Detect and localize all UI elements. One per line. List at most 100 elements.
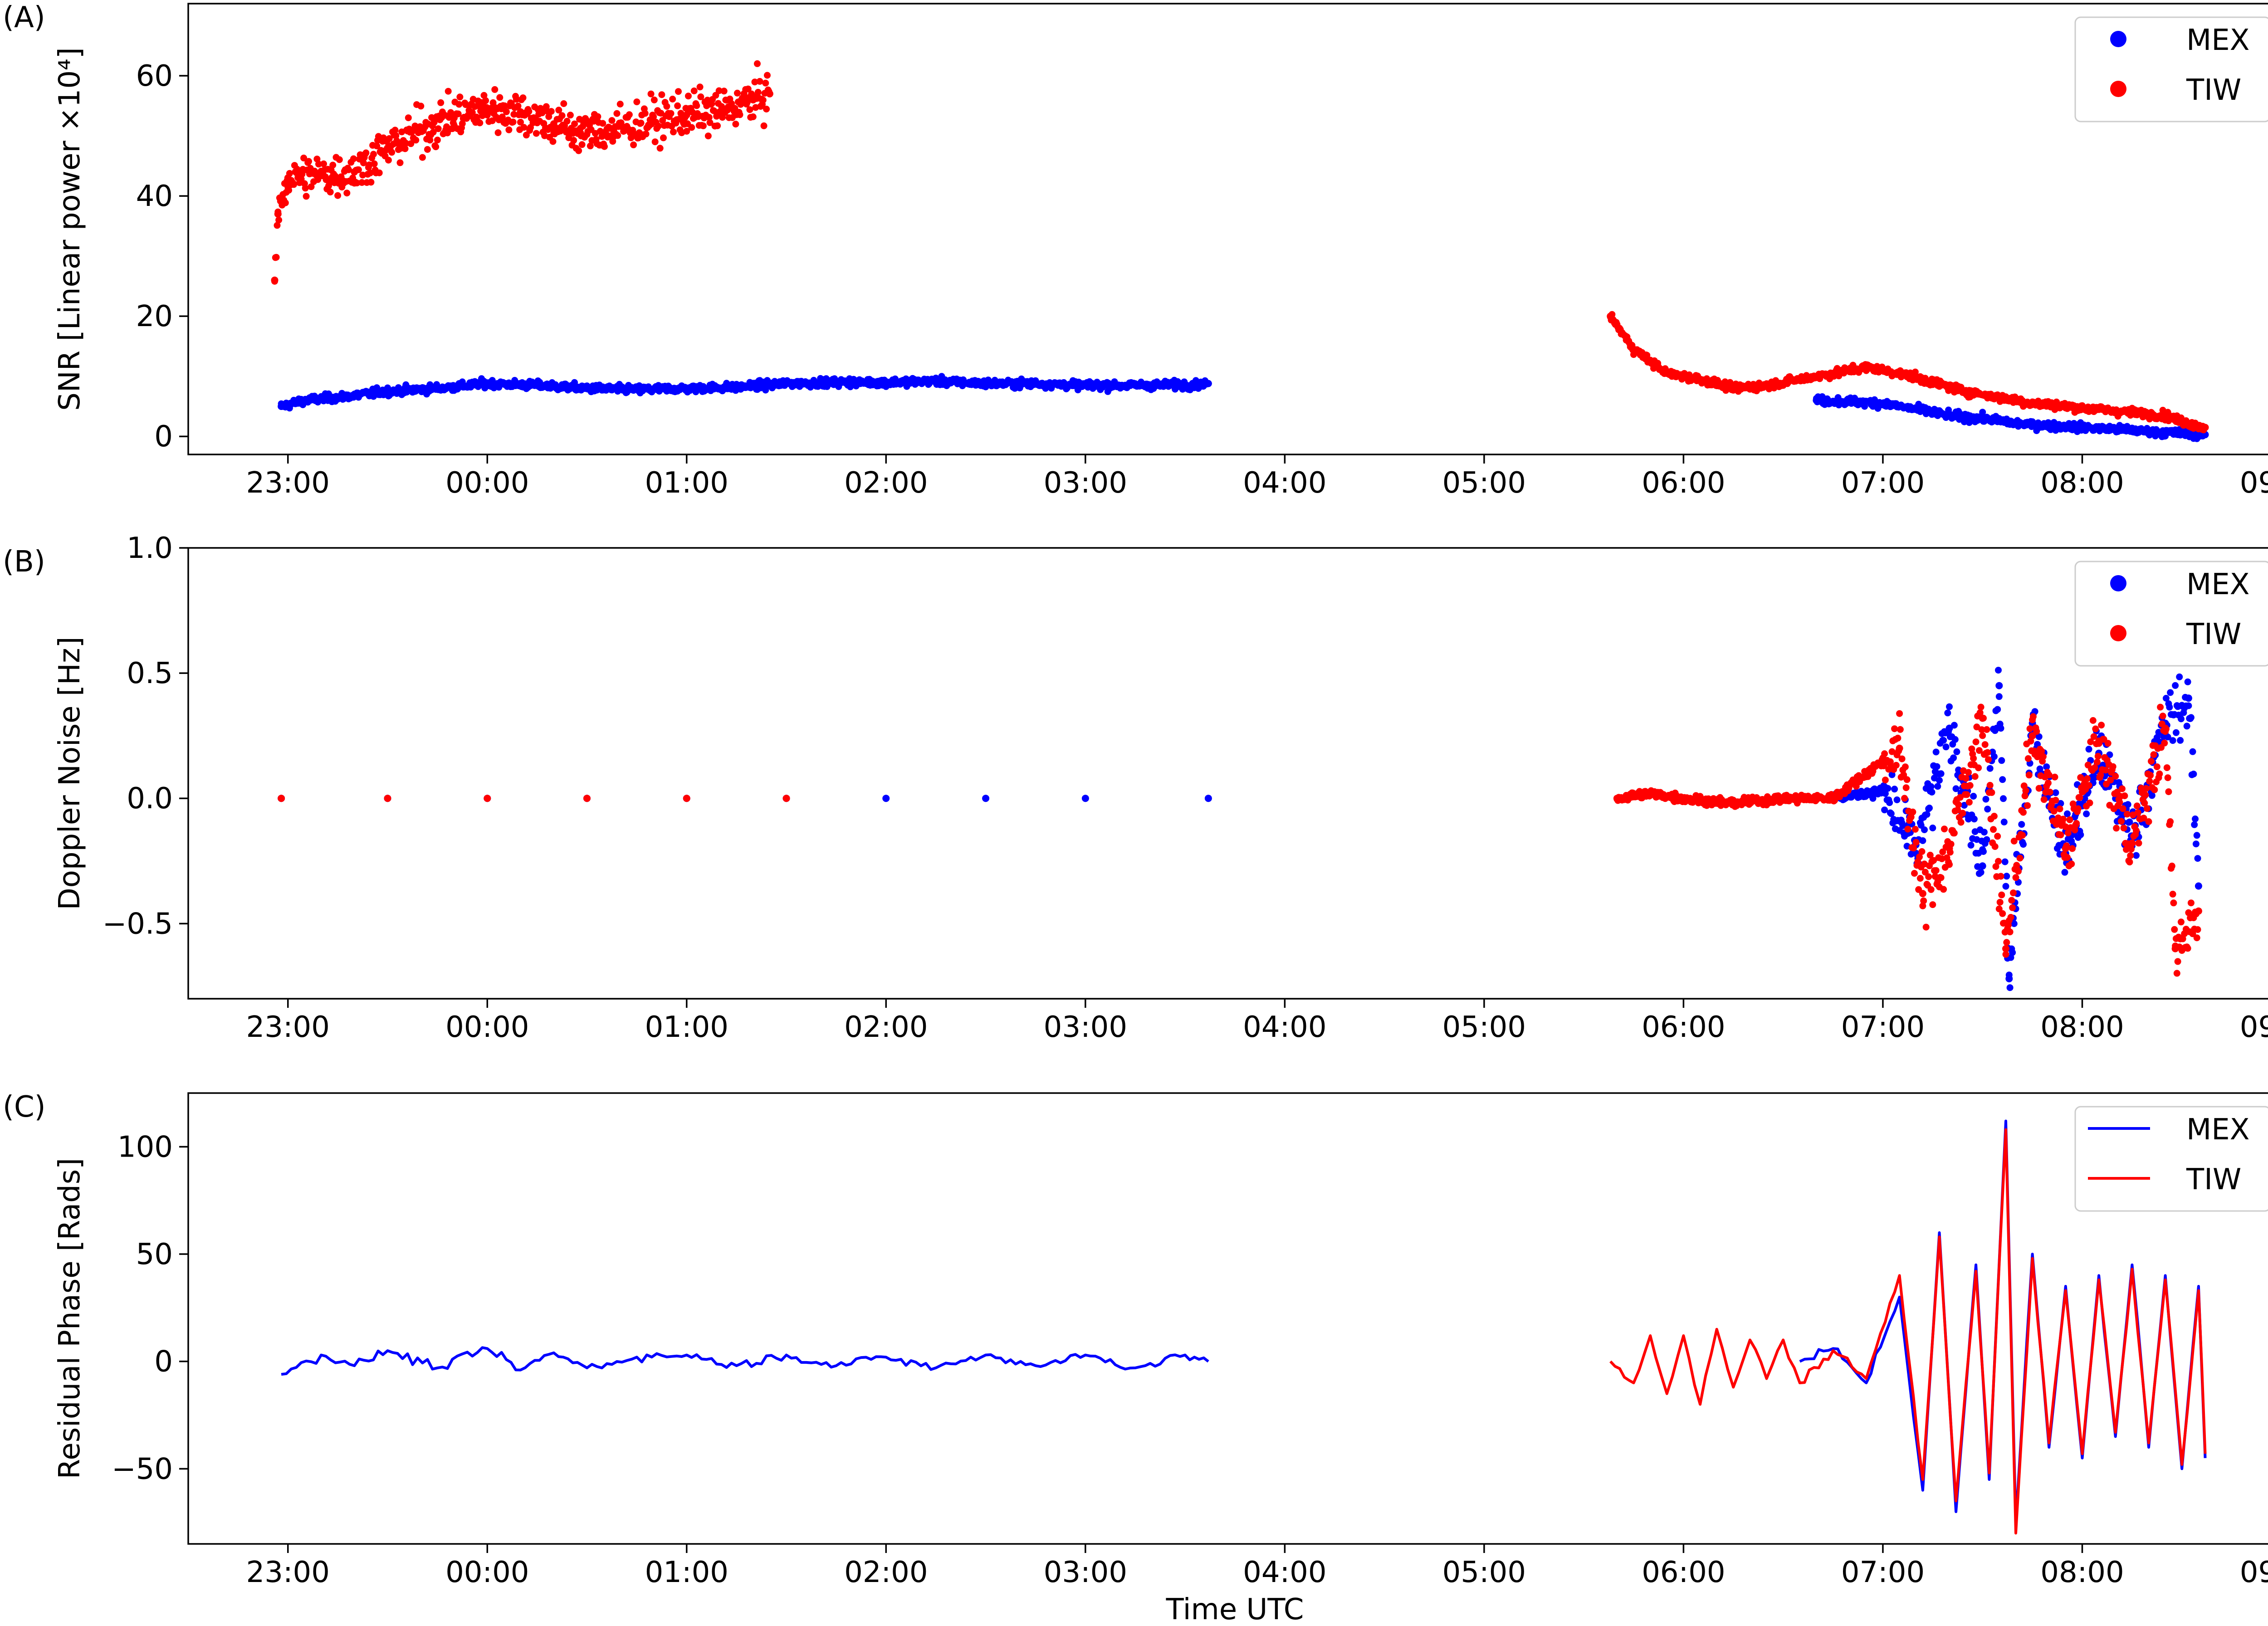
data-point	[982, 795, 990, 802]
data-point	[932, 377, 940, 385]
data-point	[2059, 815, 2067, 823]
plot-area	[278, 667, 2202, 991]
data-point	[1977, 703, 1984, 711]
data-point	[494, 129, 502, 137]
data-point	[2156, 770, 2163, 777]
data-point	[434, 137, 441, 144]
data-point	[1929, 379, 1936, 386]
data-point	[763, 106, 770, 112]
data-point	[1953, 748, 1960, 755]
data-point	[479, 112, 486, 119]
panel-letter: (C)	[3, 1090, 46, 1124]
data-point	[437, 99, 445, 106]
data-point	[1920, 897, 1927, 904]
data-point	[430, 119, 438, 126]
data-point	[426, 137, 434, 144]
legend-label: TIW	[2186, 618, 2241, 651]
data-point	[402, 140, 410, 147]
x-tick-label: 06:00	[1642, 1011, 1725, 1044]
x-tick-label: 09:00	[2240, 1556, 2268, 1589]
data-point	[1607, 313, 1614, 320]
data-point	[1991, 843, 1999, 850]
data-point	[2183, 723, 2190, 730]
data-point	[1994, 706, 2001, 713]
data-point	[1896, 370, 1903, 377]
data-point	[570, 137, 577, 144]
data-point	[2184, 945, 2191, 952]
data-point	[1995, 394, 2003, 401]
data-point	[1911, 825, 1919, 833]
data-point	[2027, 737, 2034, 745]
data-point	[1979, 732, 1986, 739]
data-point	[1846, 398, 1853, 405]
data-point	[1919, 837, 1926, 844]
data-point	[2009, 949, 2016, 956]
data-point	[2104, 740, 2112, 747]
data-point	[1970, 793, 1977, 800]
data-point	[2046, 788, 2053, 796]
data-point	[760, 122, 767, 129]
data-point	[2022, 787, 2029, 794]
data-point	[1933, 763, 1941, 770]
data-point	[271, 276, 279, 284]
data-point	[658, 91, 665, 98]
data-point	[1996, 898, 2004, 906]
data-point	[2002, 951, 2009, 958]
data-point	[391, 127, 399, 134]
data-point	[657, 110, 665, 117]
data-point	[1881, 750, 1888, 757]
data-point	[2151, 786, 2158, 793]
data-point	[2118, 785, 2126, 792]
data-point	[1829, 795, 1837, 802]
data-point	[1967, 842, 1975, 849]
data-point	[2021, 792, 2028, 800]
legend-label: MEX	[2186, 1113, 2250, 1147]
x-tick-label: 04:00	[1243, 1011, 1326, 1044]
data-point	[683, 127, 690, 135]
data-point	[1972, 738, 1980, 746]
data-point	[343, 190, 351, 197]
data-point	[401, 145, 409, 152]
data-point	[683, 795, 690, 802]
data-point	[736, 111, 743, 118]
data-point	[2036, 765, 2043, 772]
data-point	[273, 254, 280, 261]
data-point	[482, 97, 489, 104]
data-point	[2164, 774, 2171, 781]
data-point	[1763, 381, 1770, 389]
series-tiw	[271, 60, 2209, 434]
data-point	[1901, 795, 1908, 802]
data-point	[764, 72, 771, 79]
data-point	[633, 98, 640, 106]
data-point	[2177, 737, 2184, 744]
data-point	[308, 183, 315, 190]
data-point	[2056, 805, 2063, 812]
data-point	[1829, 370, 1837, 377]
data-point	[2044, 779, 2052, 786]
data-point	[510, 111, 518, 118]
axes-frame	[187, 1092, 2268, 1545]
data-point	[762, 79, 769, 87]
y-tick-label: 60	[136, 59, 173, 93]
data-point	[2123, 811, 2131, 818]
data-point	[1891, 725, 1898, 732]
data-point	[2007, 914, 2014, 921]
x-axis-label: Time UTC	[1166, 1593, 1304, 1626]
data-point	[1990, 826, 1997, 833]
data-point	[370, 151, 377, 158]
data-point	[1932, 748, 1940, 756]
data-point	[2097, 771, 2104, 779]
y-axis-label: SNR [Linear power ×10⁴]	[53, 47, 87, 410]
data-point	[2085, 782, 2092, 789]
data-point	[550, 120, 557, 128]
x-tick-label: 05:00	[1442, 1556, 1526, 1589]
data-point	[1887, 758, 1894, 765]
data-point	[1918, 848, 1926, 855]
data-point	[334, 394, 342, 401]
data-point	[2094, 752, 2102, 760]
data-point	[351, 168, 358, 176]
x-tick-label: 08:00	[2040, 1011, 2124, 1044]
data-point	[2052, 796, 2059, 804]
data-point	[1902, 784, 1910, 791]
data-point	[2163, 764, 2170, 771]
